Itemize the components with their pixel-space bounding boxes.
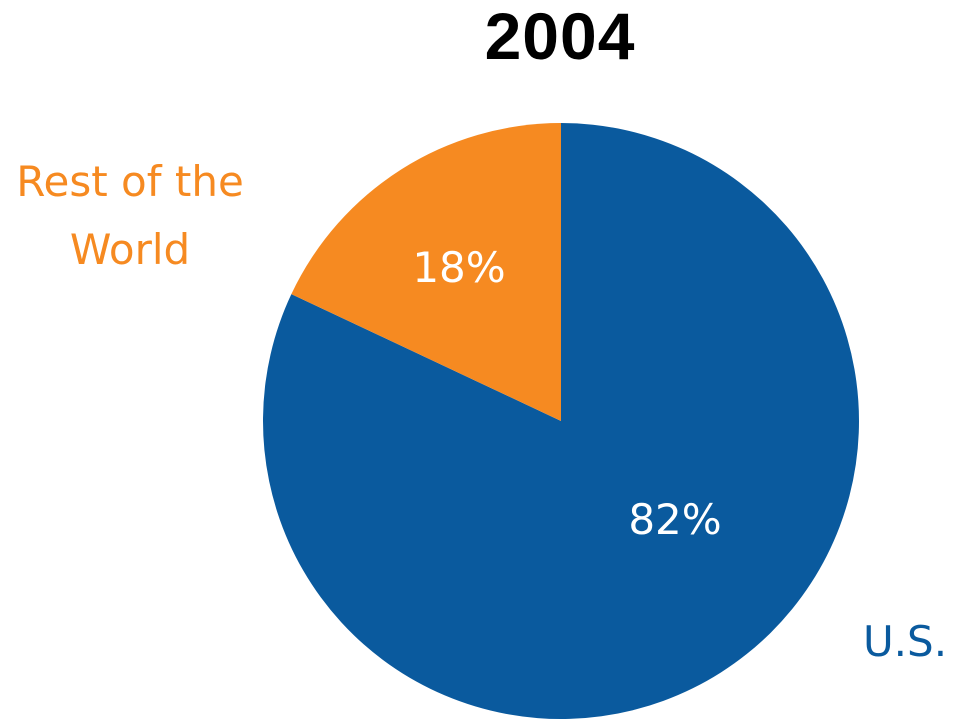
pie-value-label: 82% bbox=[628, 495, 721, 544]
pie-slice-u-s bbox=[263, 123, 860, 719]
pie-value-label: 18% bbox=[412, 243, 505, 292]
pie-value-labels: 82% 18% bbox=[412, 243, 721, 544]
pie-category-label: Rest of the bbox=[16, 157, 244, 206]
pie-category-labels: U.S. Rest of the World bbox=[16, 157, 947, 666]
pie-category-label: World bbox=[70, 225, 190, 274]
pie-slices bbox=[263, 123, 860, 719]
pie-category-label: U.S. bbox=[863, 617, 947, 666]
chart-title: 2004 bbox=[484, 0, 636, 73]
pie-slice-rest-of-the-world bbox=[291, 123, 561, 421]
